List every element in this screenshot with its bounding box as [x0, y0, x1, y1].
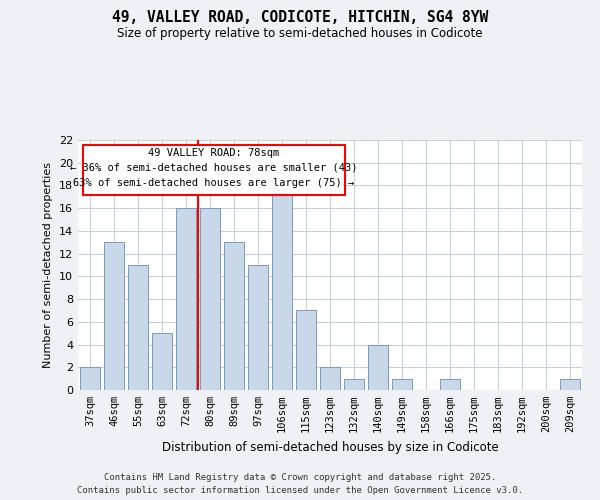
Text: 49 VALLEY ROAD: 78sqm: 49 VALLEY ROAD: 78sqm: [148, 148, 280, 158]
Text: Size of property relative to semi-detached houses in Codicote: Size of property relative to semi-detach…: [117, 28, 483, 40]
Bar: [368, 344, 388, 390]
Bar: [200, 208, 220, 390]
Bar: [560, 378, 580, 390]
Bar: [272, 186, 292, 390]
Bar: [176, 208, 196, 390]
Bar: [440, 378, 460, 390]
Bar: [104, 242, 124, 390]
Bar: [128, 265, 148, 390]
Bar: [152, 333, 172, 390]
X-axis label: Distribution of semi-detached houses by size in Codicote: Distribution of semi-detached houses by …: [161, 440, 499, 454]
Y-axis label: Number of semi-detached properties: Number of semi-detached properties: [43, 162, 53, 368]
Bar: [392, 378, 412, 390]
Text: 63% of semi-detached houses are larger (75) →: 63% of semi-detached houses are larger (…: [73, 178, 355, 188]
Text: Contains HM Land Registry data © Crown copyright and database right 2025.
Contai: Contains HM Land Registry data © Crown c…: [77, 473, 523, 495]
Bar: [80, 368, 100, 390]
Bar: [320, 368, 340, 390]
FancyBboxPatch shape: [83, 145, 345, 195]
Bar: [248, 265, 268, 390]
Text: 49, VALLEY ROAD, CODICOTE, HITCHIN, SG4 8YW: 49, VALLEY ROAD, CODICOTE, HITCHIN, SG4 …: [112, 10, 488, 25]
Bar: [344, 378, 364, 390]
Text: ← 36% of semi-detached houses are smaller (43): ← 36% of semi-detached houses are smalle…: [70, 162, 358, 172]
Bar: [296, 310, 316, 390]
Bar: [224, 242, 244, 390]
